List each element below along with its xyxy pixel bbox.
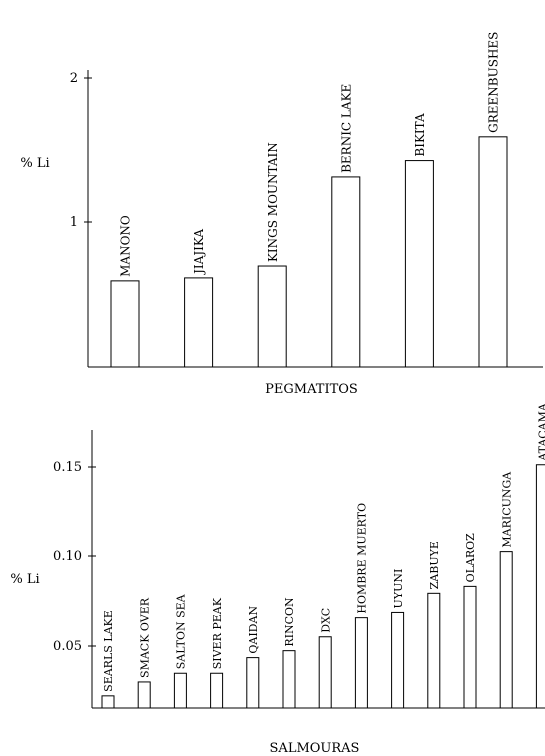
bar-category-label: SIVER PEAK [211,597,224,669]
y-tick-label: 0.05 [53,639,82,654]
bar [427,592,441,709]
bar-category-label: KINGS MOUNTAIN [266,142,280,262]
bar-category-label: QAIDAN [247,606,260,654]
bar [391,611,405,709]
bar-category-label: DXC [319,608,332,633]
bar [210,672,224,709]
y-axis-label: % Li [20,156,49,171]
bar-category-label: HOMBRE MUERTO [356,503,369,614]
bar-category-label: UYUNI [392,569,405,609]
bar [101,695,115,709]
bar [246,657,260,709]
bar [404,160,434,368]
bar-category-label: MANONO [119,215,133,277]
bar-category-label: JIAJIKA [192,229,206,276]
bar-category-label: BIKITA [413,113,427,157]
x-axis-label: SALMOURAS [270,741,360,756]
bar [354,617,368,709]
bar [318,636,332,709]
bar-category-label: BERNIC LAKE [339,84,353,173]
salmouras-chart: 0.05 0.10 0.15 % Li SALMOURAS SEARLS LAKE SMAC… [10,402,545,756]
x-axis-label: PEGMATITOS [265,382,358,397]
y-tick-label: 0.10 [53,549,82,564]
bar [257,265,287,368]
bar [463,585,477,709]
bar [499,551,513,709]
bar [478,136,508,368]
bar [282,650,296,709]
bar [173,672,187,709]
bar-category-label: GREENBUSHES [487,32,501,133]
y-axis-label: % Li [10,572,39,587]
bar [331,176,361,368]
bar-category-label: MARICUNGA [500,471,513,548]
bar [137,681,151,709]
y-tick-label: 1 [70,215,78,230]
pegmatitos-chart: 1 2 % Li PEGMATITOS MANONO JIAJIKA KINGS MOUNT… [20,32,543,397]
bar-category-label: RINCON [283,597,296,647]
bar [535,464,545,709]
bar-category-label: ATACAMA [537,402,545,462]
bar-category-label: SEARLS LAKE [102,610,115,692]
bar-category-label: SMACK OVER [138,597,151,678]
y-tick-label: 0.15 [53,460,82,475]
bar-category-label: SALTON SEA [175,593,188,669]
bar [184,277,214,368]
bar-category-label: ZABUYE [428,541,441,589]
y-tick-label: 2 [70,71,78,86]
bar [110,280,140,368]
bar-category-label: OLAROZ [464,533,477,583]
